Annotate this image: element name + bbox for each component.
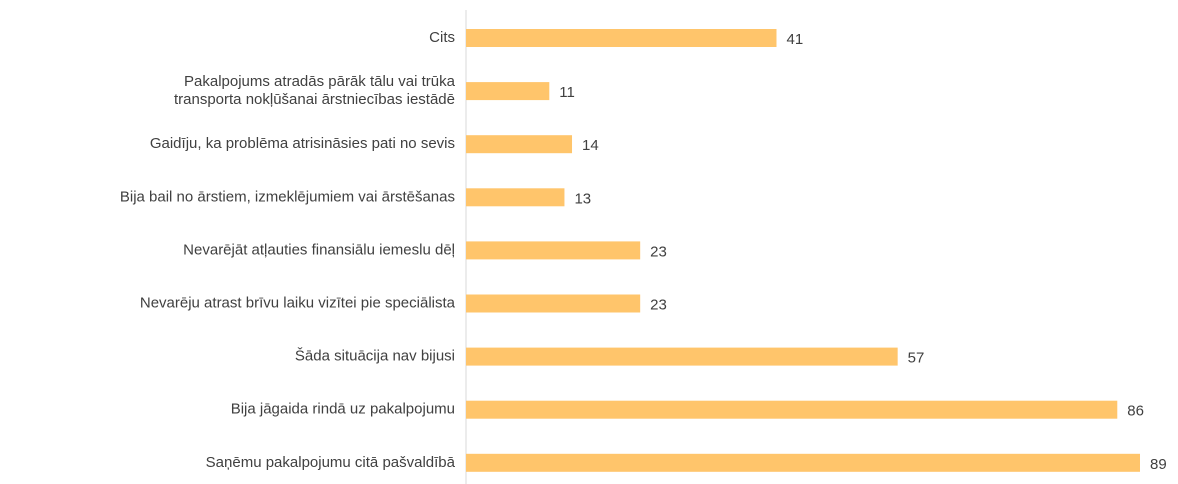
bar bbox=[466, 135, 573, 154]
category-label: Bija bail no ārstiem, izmeklējumiem vai … bbox=[120, 188, 455, 205]
bar bbox=[466, 29, 777, 47]
bar bbox=[466, 400, 1118, 419]
bar bbox=[466, 294, 641, 313]
bar bbox=[466, 188, 565, 207]
category-label: Saņēmu pakalpojumu citā pašvaldībā bbox=[206, 454, 456, 471]
value-label: 41 bbox=[786, 31, 803, 48]
category-label: Gaidīju, ka problēma atrisināsies pati n… bbox=[150, 135, 455, 152]
value-label: 14 bbox=[582, 137, 599, 154]
bar bbox=[466, 241, 641, 260]
value-label: 57 bbox=[908, 350, 925, 367]
category-label: Bija jāgaida rindā uz pakalpojumu bbox=[231, 401, 455, 418]
value-label: 13 bbox=[574, 190, 591, 207]
value-label: 23 bbox=[650, 243, 667, 260]
value-label: 86 bbox=[1127, 403, 1144, 420]
value-label: 23 bbox=[650, 296, 667, 313]
value-label: 11 bbox=[559, 84, 575, 101]
category-label: Cits bbox=[429, 29, 455, 46]
bar bbox=[466, 453, 1140, 472]
category-label: Nevarējāt atļauties finansiālu iemeslu d… bbox=[183, 241, 455, 258]
category-label: Nevarēju atrast brīvu laiku vizītei pie … bbox=[140, 294, 456, 311]
category-label: Šāda situācija nav bijusi bbox=[295, 348, 455, 365]
bar bbox=[466, 347, 898, 366]
category-label: Pakalpojums atradās pārāk tālu vai trūka… bbox=[174, 73, 456, 108]
bar bbox=[466, 82, 550, 101]
value-label: 89 bbox=[1150, 456, 1167, 473]
